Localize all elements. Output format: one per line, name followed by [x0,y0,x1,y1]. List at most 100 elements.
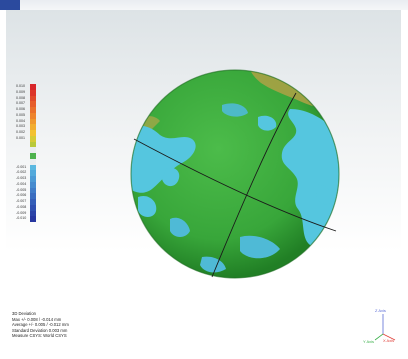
info-max: Max +/- 0.008 / -0.014 mm [12,316,62,322]
legend-label: 0.009 [16,89,25,94]
cyan-patch [200,256,226,273]
legend-swatch [30,130,36,136]
legend-swatch [30,193,36,199]
3d-viewport[interactable]: 0.010 0.009 0.008 0.007 0.006 0.005 0.004 0.003… [6,10,401,356]
cyan-patch [162,167,180,187]
legend-swatch [30,187,36,194]
legend-swatch [30,95,36,102]
legend-row: -0.010 [10,216,70,222]
legend-label: 0.003 [16,124,25,129]
cyan-patch [240,235,280,259]
legend-row [10,141,70,148]
legend-label: 0.006 [16,107,25,111]
legend-swatch [30,170,36,176]
legend-label: 0.002 [16,130,25,134]
cyan-patch [222,103,248,117]
legend-label: 0.010 [16,84,25,88]
legend-row: -0.003 [10,176,70,182]
y-axis-label: Y Axis [363,339,374,344]
cyan-patch [316,184,332,205]
top-accent [0,0,20,10]
legend-swatch [30,164,36,171]
legend-row: -0.006 [10,193,70,199]
legend-row [10,158,70,165]
legend-label: -0.009 [16,210,27,215]
meridian-line [211,92,297,278]
legend-label: 0.008 [16,95,25,100]
legend-swatch [30,210,36,217]
x-axis-label: X Axis [383,338,394,343]
legend-label: -0.010 [16,216,27,221]
legend-row: -0.005 [10,187,70,194]
legend-swatch [30,176,36,182]
color-legend: 0.010 0.009 0.008 0.007 0.006 0.005 0.004 0.003… [10,84,70,222]
legend-swatch [30,153,36,159]
legend-row: -0.002 [10,170,70,176]
legend-row: -0.007 [10,199,70,205]
axis-triad: Z Axis X Axis Y Axis [363,308,396,344]
legend-swatch [30,147,36,153]
sphere-shade [130,69,340,279]
legend-row: 0.010 [10,84,70,90]
legend-label: -0.006 [16,193,27,198]
equator-line [133,138,337,232]
y-axis-line [374,333,384,341]
x-axis-line [382,333,396,341]
legend-swatch [30,204,36,211]
legend-row [10,147,70,153]
cyan-patch [170,217,190,237]
legend-label: -0.004 [16,181,27,186]
cyan-patch [281,109,339,249]
top-strip [0,0,408,10]
legend-swatch [30,158,36,165]
legend-label: 0.005 [16,112,25,117]
legend-label: -0.003 [16,176,27,180]
info-std-dev: Standard Deviation 0.003 mm [12,327,68,333]
legend-swatch [30,124,36,130]
legend-row [10,153,70,159]
legend-row: 0.002 [10,130,70,136]
legend-row: 0.004 [10,118,70,125]
legend-positive-range: 0.010 0.009 0.008 0.007 0.006 0.005 0.004 0.003… [10,84,70,165]
legend-swatch [30,107,36,113]
legend-label: -0.005 [16,187,27,192]
legend-row: 0.003 [10,124,70,130]
legend-row: 0.007 [10,101,70,107]
legend-row: -0.009 [10,210,70,217]
legend-row: -0.004 [10,181,70,188]
legend-row: 0.008 [10,95,70,102]
legend-swatch [30,135,36,142]
legend-label: 0.007 [16,101,25,106]
legend-row: 0.005 [10,112,70,119]
legend-label: 0.004 [16,118,25,123]
legend-label: -0.007 [16,199,27,203]
info-average: Average +/- 0.005 / -0.012 mm [12,322,69,328]
legend-label: -0.001 [16,164,27,169]
legend-swatch [30,141,36,148]
deviation-info: 3D Deviation Max +/- 0.008 / -0.014 mm A… [12,311,142,339]
legend-swatch [30,181,36,188]
legend-swatch [30,101,36,107]
info-csys: Measure CSYS: World CSYS [12,333,67,339]
legend-row: 0.009 [10,89,70,96]
z-axis-label: Z Axis [375,308,386,313]
legend-row: -0.008 [10,204,70,211]
legend-swatch [30,84,36,90]
legend-row: -0.001 [10,164,70,171]
info-title: 3D Deviation [12,311,36,316]
legend-swatch [30,216,36,222]
deviation-sphere[interactable] [130,69,340,279]
legend-row: 0.006 [10,107,70,113]
legend-label: -0.002 [16,170,27,175]
cyan-patch [258,115,277,131]
cyan-patch [131,125,196,193]
legend-row: 0.001 [10,135,70,142]
legend-swatch [30,89,36,96]
cyan-patch [138,195,157,217]
legend-negative-range: -0.001 -0.002 -0.003 -0.004 -0.005 -0.006 -0.0… [10,164,70,222]
legend-swatch [30,199,36,205]
legend-label: 0.001 [16,135,25,140]
legend-swatch [30,118,36,125]
legend-swatch [30,112,36,119]
legend-label: -0.008 [16,204,27,209]
